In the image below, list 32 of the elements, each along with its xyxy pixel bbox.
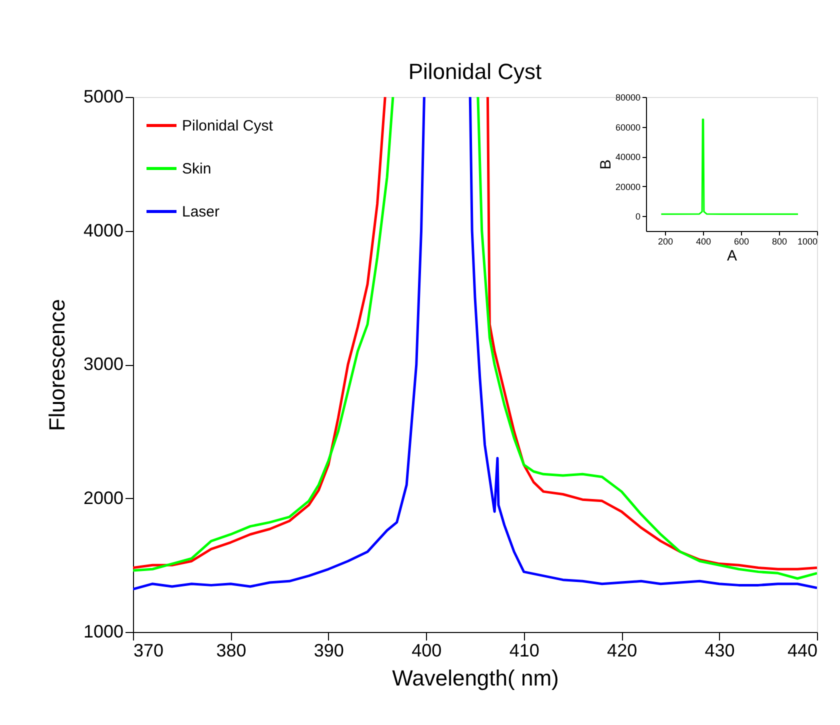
x-tick-label: 600 <box>734 236 750 246</box>
x-tick-label: 440 <box>787 640 818 660</box>
line-series <box>660 118 799 215</box>
legend-label: Pilonidal Cyst <box>182 118 274 134</box>
x-tick-label: 370 <box>134 640 164 660</box>
x-axis-title: Wavelength( nm) <box>392 666 559 690</box>
y-tick-label: 4000 <box>83 220 124 240</box>
chart-title: Pilonidal Cyst <box>408 59 542 84</box>
x-tick-label: 400 <box>696 236 712 246</box>
legend-label: Skin <box>182 160 212 178</box>
y-tick-label: 2000 <box>83 488 124 508</box>
y-axis-title: B <box>597 159 614 170</box>
x-tick-label: 430 <box>704 640 735 660</box>
x-axis-title: A <box>726 248 738 264</box>
y-tick-label: 40000 <box>615 152 640 162</box>
y-tick-label: 60000 <box>615 122 640 132</box>
x-tick-label: 200 <box>658 236 674 246</box>
y-tick-label: 0 <box>635 212 640 222</box>
legend-label: Laser <box>182 204 220 220</box>
y-axis-title: Fluorescence <box>44 298 70 432</box>
x-tick-label: 410 <box>509 640 540 660</box>
y-tick-label: 5000 <box>83 86 124 106</box>
y-tick-label: 1000 <box>83 622 124 642</box>
x-tick-label: 400 <box>412 640 442 660</box>
x-tick-label: 420 <box>607 640 638 660</box>
y-tick-label: 20000 <box>615 182 640 192</box>
y-tick-label: 3000 <box>83 354 124 374</box>
x-tick-label: 800 <box>772 236 788 246</box>
x-tick-label: 390 <box>314 640 344 660</box>
y-tick-label: 80000 <box>615 92 640 102</box>
x-tick-label: 380 <box>216 640 246 660</box>
x-tick-label: 1000 <box>797 236 818 246</box>
